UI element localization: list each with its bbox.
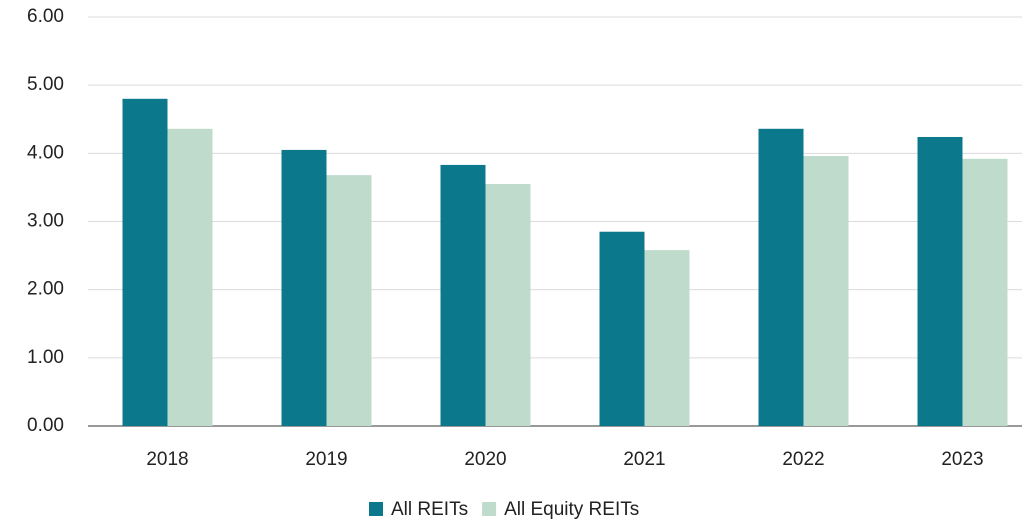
legend-marker	[369, 502, 383, 516]
legend-marker	[482, 502, 497, 516]
y-tick-label: 4.00	[27, 142, 64, 163]
x-tick-label: 2019	[305, 449, 347, 470]
bar	[440, 164, 486, 426]
x-tick-label: 2021	[623, 449, 665, 470]
y-tick-label: 0.00	[27, 415, 64, 436]
bar	[758, 128, 804, 426]
x-tick-label: 2023	[941, 449, 983, 470]
bar	[281, 149, 327, 427]
bar	[803, 156, 849, 426]
y-tick-label: 3.00	[27, 211, 64, 232]
bar	[485, 184, 531, 426]
bar	[644, 250, 690, 426]
x-tick-label: 2020	[464, 449, 506, 470]
y-tick-label: 1.00	[27, 347, 64, 368]
y-tick-label: 6.00	[27, 6, 64, 27]
bar	[599, 231, 645, 426]
y-tick-label: 5.00	[27, 74, 64, 95]
bar	[917, 136, 963, 426]
bar	[326, 175, 372, 426]
x-tick-label: 2018	[146, 449, 188, 470]
bar	[962, 158, 1008, 426]
legend-label: All REITs	[391, 499, 468, 520]
bar	[167, 128, 213, 426]
x-tick-label: 2022	[782, 449, 824, 470]
legend-label: All Equity REITs	[504, 499, 639, 520]
bar	[122, 98, 168, 427]
y-tick-label: 2.00	[27, 279, 64, 300]
